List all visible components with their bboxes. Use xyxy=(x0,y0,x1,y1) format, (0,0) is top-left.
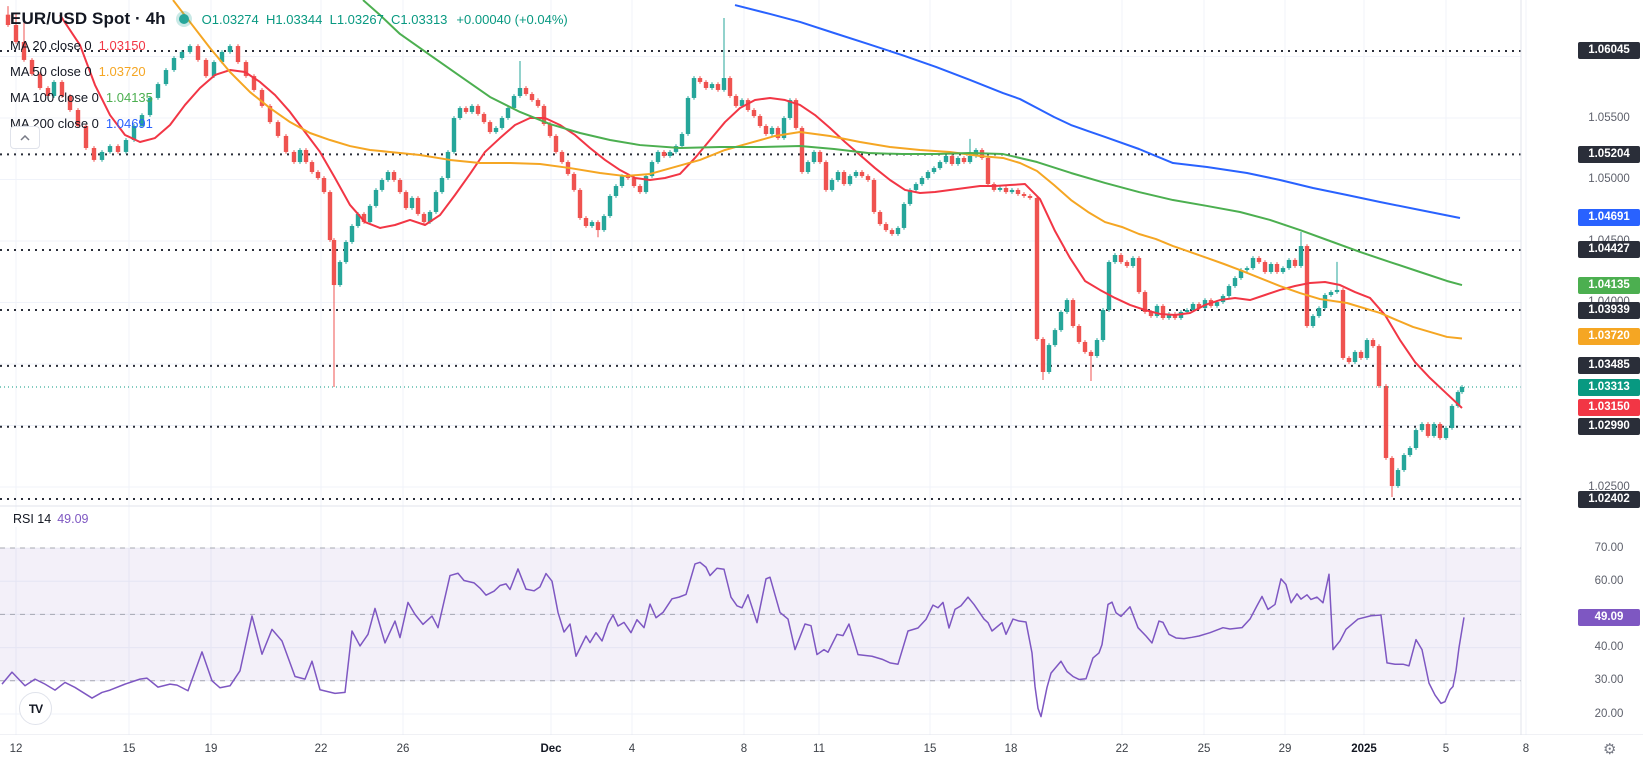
legend-collapse-button[interactable] xyxy=(10,126,40,149)
ma-legend-row[interactable]: MA 100 close 0 1.04135 xyxy=(10,84,568,110)
time-tick-label: 25 xyxy=(1197,743,1211,755)
ma-legend-row[interactable]: MA 50 close 0 1.03720 xyxy=(10,58,568,84)
rsi-pane xyxy=(0,547,1521,718)
ma-legend-rows: MA 20 close 0 1.03150 MA 50 close 0 1.03720… xyxy=(10,32,568,136)
price-badge: 1.03313 xyxy=(1578,378,1640,396)
ma-label: MA 20 close 0 xyxy=(10,37,92,53)
price-tick-label: 60.00 xyxy=(1594,574,1624,587)
time-tick-label: 22 xyxy=(1115,743,1129,755)
price-axis[interactable]: 1.055001.050001.045001.040001.0250070.00… xyxy=(1521,0,1643,735)
time-tick-label: 4 xyxy=(628,743,636,755)
time-tick-label: Dec xyxy=(540,743,562,755)
ma-line xyxy=(734,4,1461,219)
price-badge: 1.03485 xyxy=(1578,357,1640,375)
gear-icon[interactable]: ⚙ xyxy=(1603,741,1617,758)
rsi-indicator-label: RSI 14 xyxy=(13,512,52,526)
time-tick-label: 12 xyxy=(9,743,23,755)
time-tick-label: 29 xyxy=(1278,743,1292,755)
price-badge: 1.04135 xyxy=(1578,277,1640,295)
price-badge: 1.04427 xyxy=(1578,241,1640,259)
price-badge: 1.02402 xyxy=(1578,490,1640,508)
rsi-legend[interactable]: RSI 14 49.09 xyxy=(8,511,94,527)
ma-line xyxy=(362,0,1463,286)
ma-line xyxy=(59,14,1463,409)
ohlc-values: O1.03274 H1.03344 L1.03267 C1.03313 xyxy=(201,11,448,27)
time-tick-label: 15 xyxy=(122,743,136,755)
time-tick-label: 18 xyxy=(1004,743,1018,755)
ma-label: MA 100 close 0 xyxy=(10,89,99,105)
ma-value: 1.03150 xyxy=(98,37,146,53)
time-tick-label: 5 xyxy=(1442,743,1450,755)
time-tick-label: 11 xyxy=(813,743,825,755)
symbol-title[interactable]: EUR/USD Spot · 4h xyxy=(10,9,166,28)
rsi-indicator-value: 49.09 xyxy=(57,512,89,526)
tradingview-logo[interactable]: TV xyxy=(19,692,52,725)
time-tick-label: 22 xyxy=(314,743,328,755)
price-pane xyxy=(0,0,1521,501)
rsi-line xyxy=(1,561,1465,718)
ma-value: 1.04691 xyxy=(105,115,153,131)
ma-label: MA 50 close 0 xyxy=(10,63,92,79)
change-value: +0.00040 (+0.04%) xyxy=(456,11,568,27)
chart-legend: EUR/USD Spot · 4h O1.03274 H1.03344 L1.0… xyxy=(10,6,568,136)
ma-legend-row[interactable]: MA 20 close 0 1.03150 xyxy=(10,32,568,58)
price-badge: 1.06045 xyxy=(1578,42,1640,60)
price-badge: 1.03720 xyxy=(1578,328,1640,346)
time-tick-label: 19 xyxy=(204,743,218,755)
symbol-title-row[interactable]: EUR/USD Spot · 4h O1.03274 H1.03344 L1.0… xyxy=(10,6,568,32)
price-tick-label: 1.05000 xyxy=(1588,173,1630,185)
price-badge: 1.05204 xyxy=(1578,145,1640,163)
price-tick-label: 1.02500 xyxy=(1588,480,1630,493)
ma-line xyxy=(172,0,1463,340)
price-tick-label: 70.00 xyxy=(1594,541,1624,554)
time-tick-label: 8 xyxy=(1522,743,1530,755)
price-tick-label: 20.00 xyxy=(1594,707,1624,720)
price-badge: 1.04691 xyxy=(1578,209,1640,226)
market-status-icon xyxy=(178,14,189,24)
ma-legend-row[interactable]: MA 200 close 0 1.04691 xyxy=(10,110,568,136)
time-tick-label: 15 xyxy=(923,743,937,755)
time-axis[interactable]: ⚙ 12 15 19 22 26 Dec 4 8 11 15 18 22 25 29 2025 5 8 xyxy=(0,735,1643,767)
chevron-up-icon xyxy=(20,134,30,141)
ma-value: 1.03720 xyxy=(98,63,146,79)
price-badge: 49.09 xyxy=(1578,608,1640,626)
price-badge: 1.02990 xyxy=(1578,418,1640,436)
ma-value: 1.04135 xyxy=(105,89,153,105)
time-tick-label: 2025 xyxy=(1351,743,1377,755)
price-badge: 1.03150 xyxy=(1578,398,1640,416)
price-badge: 1.03939 xyxy=(1578,301,1640,319)
price-tick-label: 40.00 xyxy=(1594,641,1624,654)
time-tick-label: 26 xyxy=(396,743,410,755)
price-tick-label: 1.05500 xyxy=(1588,111,1630,124)
time-tick-label: 8 xyxy=(740,743,748,755)
price-tick-label: 30.00 xyxy=(1594,674,1624,687)
